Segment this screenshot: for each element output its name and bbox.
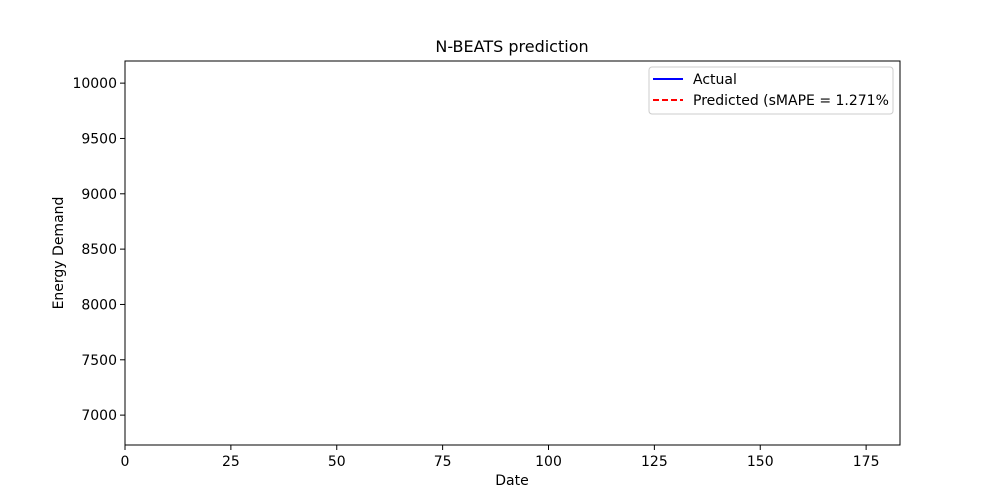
x-tick-label: 0 [121,454,130,470]
x-tick-label: 150 [747,454,774,470]
chart-title: N-BEATS prediction [435,37,588,56]
legend-actual-label: Actual [693,72,737,88]
legend: Actual Predicted (sMAPE = 1.271% [648,66,894,115]
y-tick-label: 8000 [81,297,117,313]
legend-box [648,66,894,115]
x-tick-label: 75 [434,454,452,470]
x-axis-title: Date [495,473,528,489]
y-tick-label: 9500 [81,131,117,147]
y-tick-label: 10000 [72,76,117,92]
x-tick-label: 175 [853,454,880,470]
x-tick-label: 100 [535,454,562,470]
y-tick-label: 7000 [81,408,117,424]
x-tick-label: 25 [222,454,240,470]
y-tick-label: 9000 [81,187,117,203]
y-axis-title: Energy Demand [51,197,67,310]
x-axis-ticks: 0 25 50 75 100 125 150 175 [121,445,880,470]
y-tick-label: 8500 [81,242,117,258]
x-tick-label: 125 [641,454,668,470]
plot-area [124,60,901,446]
y-tick-label: 7500 [81,353,117,369]
legend-predicted-label: Predicted (sMAPE = 1.271% [693,93,889,109]
y-axis-ticks: 7000 7500 8000 8500 9000 9500 10000 [72,76,125,424]
x-tick-label: 50 [328,454,346,470]
